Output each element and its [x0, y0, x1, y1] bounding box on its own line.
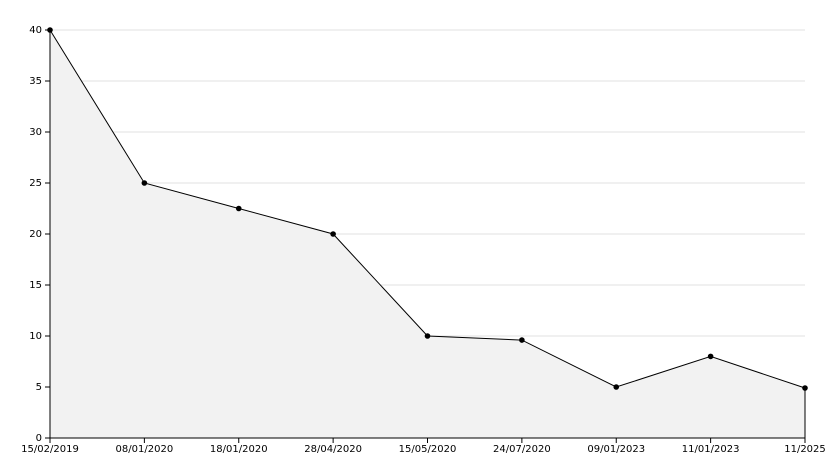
- marker: [424, 333, 431, 339]
- y-tick-label: 30: [29, 127, 42, 138]
- y-tick-label: 25: [29, 178, 42, 189]
- marker: [141, 180, 148, 186]
- x-tick-label: 11/01/2023: [682, 444, 740, 455]
- marker: [330, 231, 336, 237]
- x-tick-label: 08/01/2020: [116, 444, 174, 455]
- area: [50, 30, 805, 438]
- marker: [235, 205, 242, 212]
- marker: [802, 385, 808, 391]
- y-tick-label: 35: [29, 76, 42, 87]
- x-tick-label: 15/02/2019: [21, 444, 79, 455]
- x-tick-label: 11/2025: [784, 444, 826, 455]
- y-tick-label: 10: [29, 331, 42, 342]
- y-tick-label: 40: [29, 25, 42, 36]
- y-tick-label: 15: [29, 280, 42, 291]
- x-tick-label: 15/05/2020: [399, 444, 457, 455]
- y-tick-label: 0: [36, 433, 42, 444]
- marker: [519, 337, 525, 343]
- x-tick-label: 09/01/2023: [587, 444, 645, 455]
- x-tick-label: 28/04/2020: [304, 444, 362, 455]
- marker: [707, 353, 714, 360]
- marker: [47, 27, 53, 33]
- x-tick-label: 24/07/2020: [493, 444, 551, 455]
- y-tick-label: 20: [29, 229, 42, 240]
- x-tick-label: 18/01/2020: [210, 444, 268, 455]
- marker: [613, 384, 620, 390]
- y-tick-label: 5: [36, 382, 42, 393]
